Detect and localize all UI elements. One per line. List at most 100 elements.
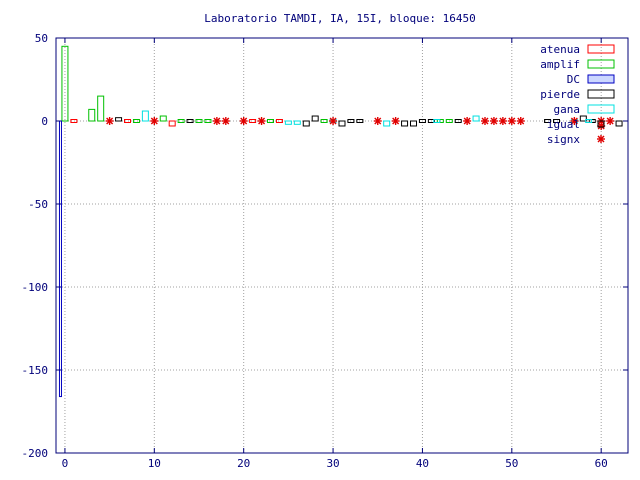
bar-gana: [585, 119, 593, 123]
bar-pierde: [579, 115, 587, 122]
star-stroke: [329, 117, 337, 125]
star-point: [391, 117, 400, 125]
legend-swatch-pierde: [587, 89, 615, 99]
legend-label-igual: igual: [547, 118, 580, 131]
bar-pierde: [347, 119, 355, 123]
star-point: [606, 117, 615, 125]
bar-amplif: [320, 119, 328, 123]
bar-gana: [472, 115, 480, 122]
star-stroke: [481, 117, 489, 125]
legend-swatch-signx: [597, 135, 605, 143]
star-stroke: [517, 117, 525, 125]
bar-gana: [141, 110, 149, 122]
x-tick-label: 60: [595, 457, 608, 470]
x-tick-label: 0: [62, 457, 69, 470]
bar-amplif: [204, 119, 212, 123]
plot-frame: [55, 37, 629, 454]
star-stroke: [392, 117, 400, 125]
bar-amplif: [159, 115, 167, 122]
star-point: [570, 117, 579, 125]
legend-swatch-DC: [587, 74, 615, 84]
star-stroke: [570, 117, 578, 125]
star-stroke: [258, 117, 266, 125]
y-tick-label: -150: [22, 364, 49, 377]
star-stroke: [508, 117, 516, 125]
bar-amplif: [195, 119, 203, 123]
star-stroke: [222, 117, 230, 125]
bar-gana: [284, 120, 292, 125]
star-stroke: [597, 135, 605, 143]
legend-label-DC: DC: [567, 73, 580, 86]
legend-swatch-igual: [597, 120, 605, 128]
bar-atenua: [275, 119, 283, 123]
y-tick-label: 0: [41, 115, 48, 128]
bars-layer: [58, 45, 623, 398]
legend-swatch-gana: [587, 104, 615, 114]
star-point: [221, 117, 230, 125]
star-point: [489, 117, 498, 125]
star-stroke: [597, 122, 605, 130]
x-tick-label: 30: [326, 457, 339, 470]
bar-pierde: [615, 120, 623, 127]
star-stroke: [490, 117, 498, 125]
star-stroke: [106, 117, 114, 125]
bar-pierde: [311, 115, 319, 122]
star-point: [212, 117, 221, 125]
star-stroke: [150, 117, 158, 125]
bar-amplif: [177, 119, 185, 123]
y-tick-label: -100: [22, 281, 49, 294]
legend-swatch-amplif: [587, 59, 615, 69]
legend: atenua amplif DC pierde gana igual signx: [540, 43, 615, 146]
bar-atenua: [70, 119, 78, 123]
bar-DC: [58, 120, 62, 398]
star-point: [507, 117, 516, 125]
bar-pierde: [302, 120, 310, 127]
star-point: [463, 117, 472, 125]
star-point: [498, 117, 507, 125]
markers-layer: [105, 117, 615, 130]
chart-title: Laboratorio TAMDI, IA, 15I, bloque: 1645…: [204, 12, 476, 25]
bar-pierde: [401, 120, 409, 127]
legend-label-atenua: atenua: [540, 43, 580, 56]
legend-label-amplif: amplif: [540, 58, 580, 71]
bar-pierde: [553, 119, 560, 123]
star-stroke: [606, 117, 614, 125]
axis-ticks: 0 10 20 30 40 50 60 -200 -150 -100 -50 0 50: [22, 32, 628, 470]
star-point: [257, 117, 266, 125]
bar-pierde: [356, 119, 364, 123]
star-stroke: [499, 117, 507, 125]
x-tick-label: 10: [148, 457, 161, 470]
bar-amplif: [436, 119, 444, 123]
x-tick-label: 20: [237, 457, 250, 470]
star-point: [239, 117, 248, 125]
bar-atenua: [249, 119, 257, 123]
bar-amplif: [445, 119, 453, 123]
star-point: [481, 117, 489, 125]
bar-amplif: [61, 45, 69, 122]
legend-label-gana: gana: [554, 103, 581, 116]
star-point: [105, 117, 114, 125]
star-stroke: [213, 117, 221, 125]
bar-pierde: [418, 119, 426, 123]
bar-pierde: [186, 119, 194, 123]
bar-pierde: [588, 119, 596, 123]
bar-gana: [293, 120, 301, 125]
x-tick-label: 50: [505, 457, 518, 470]
bar-atenua: [168, 120, 176, 127]
bar-pierde: [544, 119, 552, 123]
bar-gana: [433, 119, 441, 123]
y-tick-label: 50: [35, 32, 48, 45]
bar-amplif: [97, 95, 105, 122]
bar-pierde: [454, 119, 462, 123]
star-stroke: [374, 117, 382, 125]
bar-amplif: [132, 119, 140, 123]
legend-swatch-atenua: [587, 44, 615, 54]
bar-pierde: [427, 119, 435, 123]
bar-pierde: [115, 117, 123, 122]
bar-pierde: [410, 120, 417, 127]
x-tick-label: 40: [416, 457, 429, 470]
star-point: [329, 117, 338, 125]
bar-pierde: [338, 120, 346, 127]
bar-atenua: [124, 119, 131, 123]
star-point: [373, 117, 382, 125]
